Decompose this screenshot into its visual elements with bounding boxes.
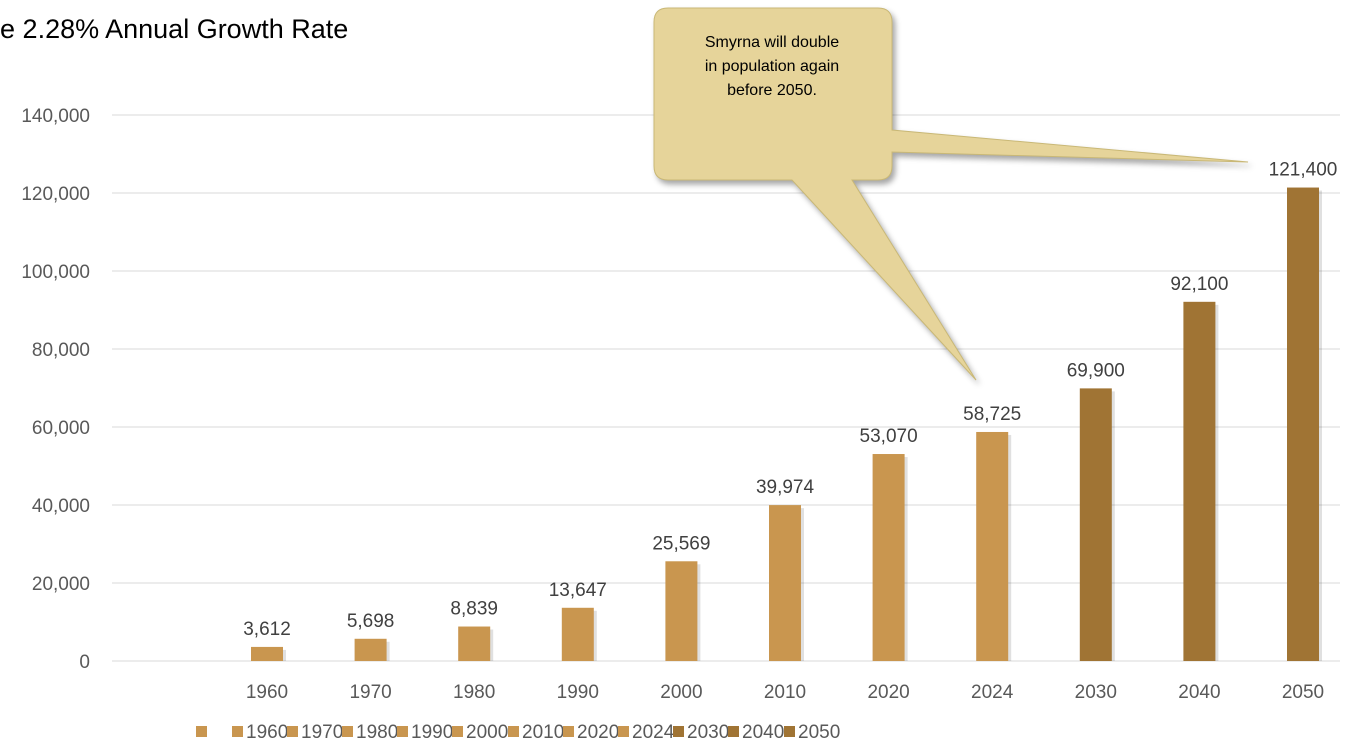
- y-tick-label: 140,000: [21, 106, 90, 127]
- legend-swatch: [508, 726, 519, 737]
- legend-swatch: [618, 726, 629, 737]
- legend-entry: 2050: [798, 722, 840, 743]
- callout-line-2: in population again: [705, 58, 839, 75]
- legend: 1960 1970 1980 1990 2000 2010 2020 2024 2030 2040…: [196, 722, 840, 743]
- callout-line-3: before 2050.: [727, 82, 817, 99]
- data-label: 3,612: [243, 619, 291, 640]
- x-tick-label: 1970: [349, 682, 391, 703]
- data-label: 25,569: [652, 533, 710, 554]
- data-label: 58,725: [963, 404, 1021, 425]
- bar-2020: [872, 454, 905, 661]
- x-tick-label: 2020: [867, 682, 909, 703]
- data-label: 69,900: [1067, 360, 1125, 381]
- legend-swatch: [452, 726, 463, 737]
- bar-2030: [1079, 388, 1112, 661]
- x-tick-label: 2040: [1178, 682, 1220, 703]
- x-tick-label: 2030: [1075, 682, 1117, 703]
- y-tick-label: 120,000: [21, 184, 90, 205]
- legend-entry: 2000: [466, 722, 508, 743]
- bar-2010: [769, 505, 801, 661]
- legend-entry: 1970: [301, 722, 343, 743]
- legend-entry: 1990: [411, 722, 453, 743]
- data-label: 39,974: [756, 477, 815, 498]
- chart-title: age 2.28% Annual Growth Rate: [0, 14, 349, 44]
- legend-entry: 2030: [687, 722, 729, 743]
- legend-swatch: [673, 726, 684, 737]
- legend-entry: 2020: [577, 722, 619, 743]
- data-labels: 3,612 5,698 8,839 13,647 25,569 39,974 53,070 5…: [243, 160, 1337, 640]
- callout-bubble: [653, 7, 1249, 381]
- bar-1970: [354, 638, 387, 661]
- legend-swatch: [342, 726, 353, 737]
- bars: [251, 187, 1322, 662]
- y-tick-label: 100,000: [21, 262, 90, 283]
- legend-entry: 2010: [522, 722, 564, 743]
- gridlines: [112, 114, 1340, 662]
- x-tick-label: 1980: [453, 682, 495, 703]
- legend-swatch: [563, 726, 574, 737]
- data-label: 5,698: [347, 611, 395, 632]
- bar-1980: [458, 626, 491, 661]
- legend-swatch: [728, 726, 739, 737]
- legend-swatch: [784, 726, 795, 737]
- y-axis-tick-labels: 0 20,000 40,000 60,000 80,000 100,000 120,000 1…: [21, 106, 90, 673]
- y-tick-label: 0: [79, 652, 90, 673]
- data-label: 8,839: [450, 599, 498, 620]
- x-tick-label: 2050: [1282, 682, 1324, 703]
- callout-line-1: Smyrna will double: [705, 34, 839, 51]
- x-tick-label: 2010: [764, 682, 806, 703]
- x-tick-label: 1990: [557, 682, 599, 703]
- y-tick-label: 20,000: [32, 574, 90, 595]
- annotation-callout: Smyrna will double in population again b…: [653, 7, 1249, 381]
- y-tick-label: 80,000: [32, 340, 90, 361]
- y-tick-label: 60,000: [32, 418, 90, 439]
- y-tick-label: 40,000: [32, 496, 90, 517]
- x-tick-label: 1960: [246, 682, 288, 703]
- data-label: 92,100: [1170, 274, 1228, 295]
- x-tick-label: 2024: [971, 682, 1014, 703]
- x-tick-label: 2000: [660, 682, 702, 703]
- bar-1960: [251, 646, 283, 661]
- data-label: 121,400: [1269, 160, 1338, 181]
- bar-2040: [1183, 301, 1216, 661]
- legend-swatch: [232, 726, 243, 737]
- legend-swatch: [287, 726, 298, 737]
- legend-entry: 1980: [356, 722, 398, 743]
- bar-1990: [561, 607, 594, 661]
- legend-entry: 2040: [742, 722, 784, 743]
- data-label: 53,070: [860, 426, 918, 447]
- legend-entry: 1960: [246, 722, 288, 743]
- bar-2000: [665, 561, 698, 661]
- legend-swatch: [196, 726, 207, 737]
- legend-entry: 2024: [632, 722, 675, 743]
- x-axis-tick-labels: 1960 1970 1980 1990 2000 2010 2020 2024 2030 2040…: [246, 682, 1324, 703]
- bar-2050: [1287, 187, 1319, 662]
- bar-2024: [976, 431, 1009, 661]
- legend-swatch: [397, 726, 408, 737]
- data-label: 13,647: [549, 580, 607, 601]
